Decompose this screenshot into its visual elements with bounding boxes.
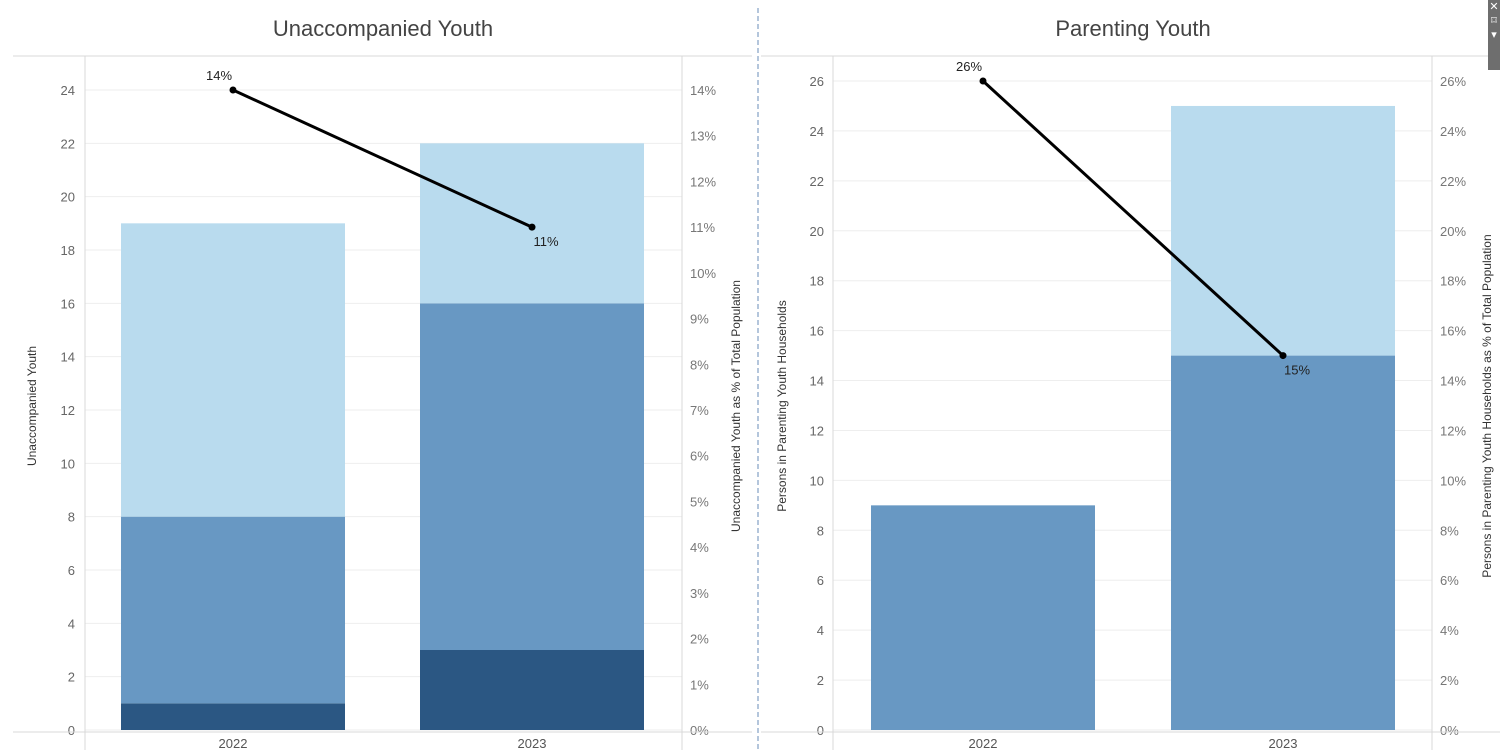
y2-tick-label: 9%	[690, 312, 709, 327]
pct-line	[232, 88, 533, 229]
y2-axis-title: Persons in Parenting Youth Households as…	[1480, 234, 1494, 577]
y2-tick-label: 20%	[1440, 224, 1466, 239]
y-axis-title: Persons in Parenting Youth Households	[775, 300, 789, 511]
close-icon[interactable]: ✕	[1489, 0, 1499, 13]
y-tick-label: 4	[817, 623, 824, 638]
pin-icon[interactable]: ⌑	[1491, 14, 1497, 27]
y2-tick-label: 7%	[690, 403, 709, 418]
pct-point	[528, 223, 536, 231]
bar-segment	[871, 505, 1095, 730]
y2-tick-label: 13%	[690, 129, 716, 144]
y2-tick-label: 14%	[690, 83, 716, 98]
pct-point	[979, 77, 987, 85]
y2-tick-label: 26%	[1440, 74, 1466, 89]
y-tick-label: 20	[61, 190, 75, 205]
y-tick-label: 12	[61, 403, 75, 418]
y-tick-label: 10	[810, 473, 824, 488]
x-tick-label: 2022	[969, 736, 998, 750]
pct-data-label: 14%	[206, 68, 232, 83]
y-axis-title: Unaccompanied Youth	[25, 346, 39, 466]
y2-tick-label: 11%	[690, 220, 715, 235]
y-tick-label: 18	[61, 243, 75, 258]
pct-line	[981, 79, 1285, 357]
x-tick-label: 2023	[1269, 736, 1298, 750]
bar-segment	[121, 516, 345, 704]
bar-segment	[420, 303, 644, 650]
y-tick-label: 4	[68, 616, 75, 631]
y-tick-label: 8	[817, 523, 824, 538]
y2-tick-label: 12%	[1440, 423, 1466, 438]
y2-tick-label: 22%	[1440, 174, 1466, 189]
y2-tick-label: 4%	[1440, 623, 1459, 638]
x-tick-label: 2022	[219, 736, 248, 750]
y2-tick-label: 6%	[1440, 573, 1459, 588]
y-tick-label: 22	[810, 174, 824, 189]
y2-tick-label: 8%	[1440, 523, 1459, 538]
bar-segment	[420, 143, 644, 304]
pct-data-label: 15%	[1284, 363, 1310, 378]
y-tick-label: 20	[810, 224, 824, 239]
y2-tick-label: 1%	[690, 677, 709, 692]
y-tick-label: 14	[61, 350, 75, 365]
y2-tick-label: 2%	[1440, 673, 1459, 688]
pct-data-label: 26%	[956, 59, 982, 74]
y2-tick-label: 0%	[1440, 723, 1459, 738]
y-tick-label: 26	[810, 74, 824, 89]
y2-tick-label: 10%	[690, 266, 716, 281]
chart-title: Unaccompanied Youth	[273, 16, 493, 41]
y-tick-label: 8	[68, 510, 75, 525]
y2-tick-label: 2%	[690, 632, 709, 647]
y-tick-label: 16	[810, 324, 824, 339]
y2-tick-label: 12%	[690, 174, 716, 189]
y-tick-label: 0	[817, 723, 824, 738]
chart-title: Parenting Youth	[1055, 16, 1210, 41]
y-tick-label: 22	[61, 136, 75, 151]
y2-tick-label: 4%	[690, 540, 709, 555]
chart-panel-2: Parenting Youth024681012141618202224260%…	[761, 16, 1500, 750]
y-tick-label: 24	[61, 83, 75, 98]
bar-segment	[1171, 105, 1395, 356]
y2-tick-label: 8%	[690, 357, 709, 372]
y-tick-label: 24	[810, 124, 824, 139]
bar-segment	[121, 703, 345, 730]
menu-icon[interactable]: ▾	[1491, 28, 1497, 41]
y2-axis-title: Unaccompanied Youth as % of Total Popula…	[729, 280, 743, 532]
y2-tick-label: 5%	[690, 494, 709, 509]
y2-tick-label: 6%	[690, 449, 709, 464]
pct-point	[229, 86, 237, 94]
y-tick-label: 6	[68, 563, 75, 578]
y-tick-label: 16	[61, 296, 75, 311]
bar-segment	[420, 650, 644, 730]
y-tick-label: 14	[810, 374, 824, 389]
y-tick-label: 0	[68, 723, 75, 738]
y2-tick-label: 18%	[1440, 274, 1466, 289]
chart-panel-1: Unaccompanied Youth024681012141618202224…	[13, 16, 752, 750]
pct-data-label: 11%	[533, 234, 558, 249]
y2-tick-label: 24%	[1440, 124, 1466, 139]
x-tick-label: 2023	[518, 736, 547, 750]
y-tick-label: 10	[61, 456, 75, 471]
y2-tick-label: 10%	[1440, 473, 1466, 488]
y-tick-label: 2	[817, 673, 824, 688]
y2-tick-label: 16%	[1440, 324, 1466, 339]
y2-tick-label: 0%	[690, 723, 709, 738]
y-tick-label: 6	[817, 573, 824, 588]
y-tick-label: 18	[810, 274, 824, 289]
pct-point	[1279, 352, 1287, 360]
y2-tick-label: 14%	[1440, 374, 1466, 389]
bar-segment	[121, 223, 345, 517]
y-tick-label: 12	[810, 423, 824, 438]
y2-tick-label: 3%	[690, 586, 709, 601]
viz-toolbar[interactable]: ✕ ⌑ ▾	[1488, 0, 1500, 70]
bar-segment	[1171, 355, 1395, 730]
y-tick-label: 2	[68, 670, 75, 685]
